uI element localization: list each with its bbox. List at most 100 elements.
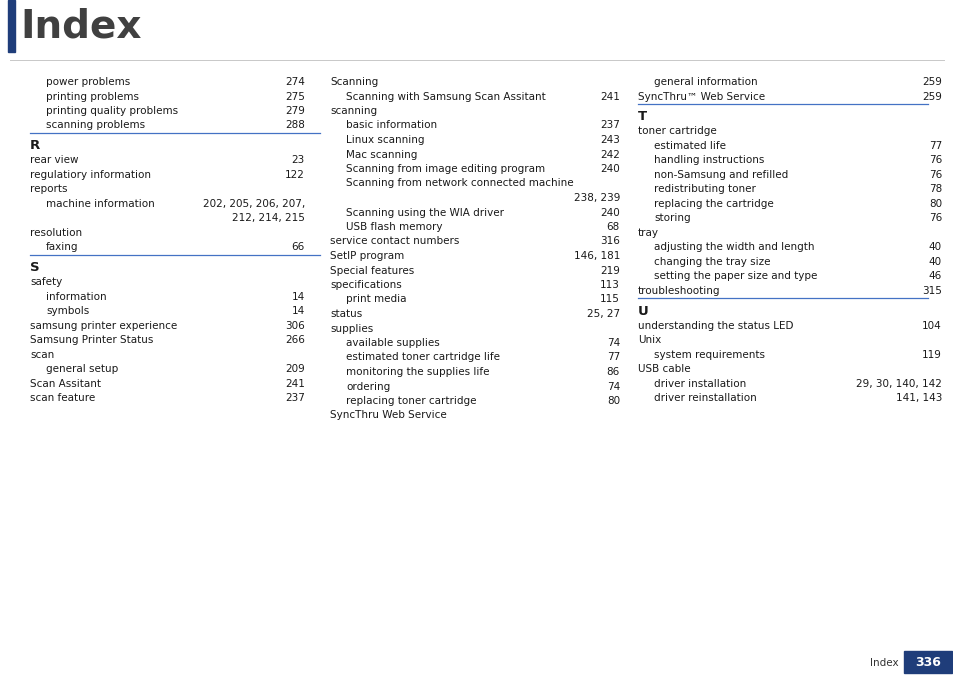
- Text: 77: 77: [606, 352, 619, 362]
- Text: 209: 209: [285, 364, 305, 374]
- Text: information: information: [46, 292, 107, 302]
- Text: troubleshooting: troubleshooting: [638, 286, 720, 296]
- Text: 80: 80: [928, 199, 941, 209]
- Text: adjusting the width and length: adjusting the width and length: [654, 242, 814, 252]
- Text: safety: safety: [30, 277, 62, 287]
- Text: scan: scan: [30, 350, 54, 360]
- Text: scan feature: scan feature: [30, 393, 95, 403]
- Text: toner cartridge: toner cartridge: [638, 126, 716, 136]
- Text: SyncThru™ Web Service: SyncThru™ Web Service: [638, 92, 764, 101]
- Text: service contact numbers: service contact numbers: [330, 236, 459, 246]
- Text: 14: 14: [292, 306, 305, 316]
- Text: estimated toner cartridge life: estimated toner cartridge life: [346, 352, 499, 362]
- Text: print media: print media: [346, 294, 406, 304]
- Text: T: T: [638, 110, 646, 124]
- Text: 115: 115: [599, 294, 619, 304]
- Text: 76: 76: [928, 170, 941, 180]
- Text: setting the paper size and type: setting the paper size and type: [654, 271, 817, 281]
- Text: 242: 242: [599, 149, 619, 159]
- Text: general setup: general setup: [46, 364, 118, 374]
- Text: 113: 113: [599, 280, 619, 290]
- Text: R: R: [30, 139, 40, 153]
- Text: 68: 68: [606, 222, 619, 232]
- Text: 316: 316: [599, 236, 619, 246]
- Text: Index: Index: [20, 7, 141, 45]
- Text: Scanning with Samsung Scan Assitant: Scanning with Samsung Scan Assitant: [346, 92, 545, 101]
- Text: 237: 237: [599, 121, 619, 130]
- Text: printing problems: printing problems: [46, 92, 139, 101]
- Text: 274: 274: [285, 77, 305, 87]
- Text: resolution: resolution: [30, 227, 82, 238]
- Text: symbols: symbols: [46, 306, 90, 316]
- Text: 119: 119: [922, 350, 941, 360]
- Text: printing quality problems: printing quality problems: [46, 106, 178, 116]
- Text: Scanning from network connected machine: Scanning from network connected machine: [346, 178, 573, 188]
- Text: ordering: ordering: [346, 381, 390, 391]
- Text: Mac scanning: Mac scanning: [346, 149, 416, 159]
- Text: 23: 23: [292, 155, 305, 165]
- Text: 212, 214, 215: 212, 214, 215: [232, 213, 305, 223]
- Text: 240: 240: [599, 207, 619, 217]
- Text: 104: 104: [922, 321, 941, 331]
- Text: 66: 66: [292, 242, 305, 252]
- Text: Linux scanning: Linux scanning: [346, 135, 424, 145]
- Text: 237: 237: [285, 393, 305, 403]
- Text: 243: 243: [599, 135, 619, 145]
- Text: changing the tray size: changing the tray size: [654, 256, 770, 267]
- Text: reports: reports: [30, 184, 68, 194]
- Text: Index: Index: [869, 658, 898, 668]
- Text: storing: storing: [654, 213, 690, 223]
- Text: 40: 40: [928, 242, 941, 252]
- Bar: [903, 651, 951, 673]
- Text: scanning: scanning: [330, 106, 376, 116]
- Text: driver reinstallation: driver reinstallation: [654, 393, 756, 403]
- Bar: [8, 0, 15, 52]
- Text: USB cable: USB cable: [638, 364, 690, 374]
- Text: 315: 315: [922, 286, 941, 296]
- Text: 202, 205, 206, 207,: 202, 205, 206, 207,: [203, 199, 305, 209]
- Text: 76: 76: [928, 155, 941, 165]
- Text: Scanning using the WIA driver: Scanning using the WIA driver: [346, 207, 503, 217]
- Text: general information: general information: [654, 77, 757, 87]
- Text: handling instructions: handling instructions: [654, 155, 763, 165]
- Text: system requirements: system requirements: [654, 350, 764, 360]
- Text: SetIP program: SetIP program: [330, 251, 404, 261]
- Text: U: U: [638, 304, 648, 318]
- Text: power problems: power problems: [46, 77, 131, 87]
- Text: 80: 80: [606, 396, 619, 406]
- Text: basic information: basic information: [346, 121, 436, 130]
- Text: 259: 259: [922, 77, 941, 87]
- Text: 279: 279: [285, 106, 305, 116]
- Text: faxing: faxing: [46, 242, 78, 252]
- Text: S: S: [30, 261, 40, 274]
- Text: tray: tray: [638, 227, 659, 238]
- Text: monitoring the supplies life: monitoring the supplies life: [346, 367, 489, 377]
- Text: 266: 266: [285, 335, 305, 345]
- Text: 77: 77: [928, 141, 941, 151]
- Text: machine information: machine information: [46, 199, 154, 209]
- Text: 241: 241: [599, 92, 619, 101]
- Text: non-Samsung and refilled: non-Samsung and refilled: [654, 170, 787, 180]
- Text: USB flash memory: USB flash memory: [346, 222, 442, 232]
- Text: replacing the cartridge: replacing the cartridge: [654, 199, 773, 209]
- Text: 78: 78: [928, 184, 941, 194]
- Text: replacing toner cartridge: replacing toner cartridge: [346, 396, 476, 406]
- Text: available supplies: available supplies: [346, 338, 439, 348]
- Text: 14: 14: [292, 292, 305, 302]
- Text: 141, 143: 141, 143: [895, 393, 941, 403]
- Text: 25, 27: 25, 27: [586, 309, 619, 319]
- Text: 74: 74: [606, 381, 619, 391]
- Text: 275: 275: [285, 92, 305, 101]
- Text: 146, 181: 146, 181: [573, 251, 619, 261]
- Text: Samsung Printer Status: Samsung Printer Status: [30, 335, 153, 345]
- Text: 46: 46: [928, 271, 941, 281]
- Text: 240: 240: [599, 164, 619, 174]
- Text: 288: 288: [285, 121, 305, 130]
- Text: 259: 259: [922, 92, 941, 101]
- Text: 40: 40: [928, 256, 941, 267]
- Text: 336: 336: [914, 655, 940, 668]
- Text: status: status: [330, 309, 362, 319]
- Text: Scan Assitant: Scan Assitant: [30, 379, 101, 389]
- Text: 238, 239: 238, 239: [573, 193, 619, 203]
- Text: redistributing toner: redistributing toner: [654, 184, 755, 194]
